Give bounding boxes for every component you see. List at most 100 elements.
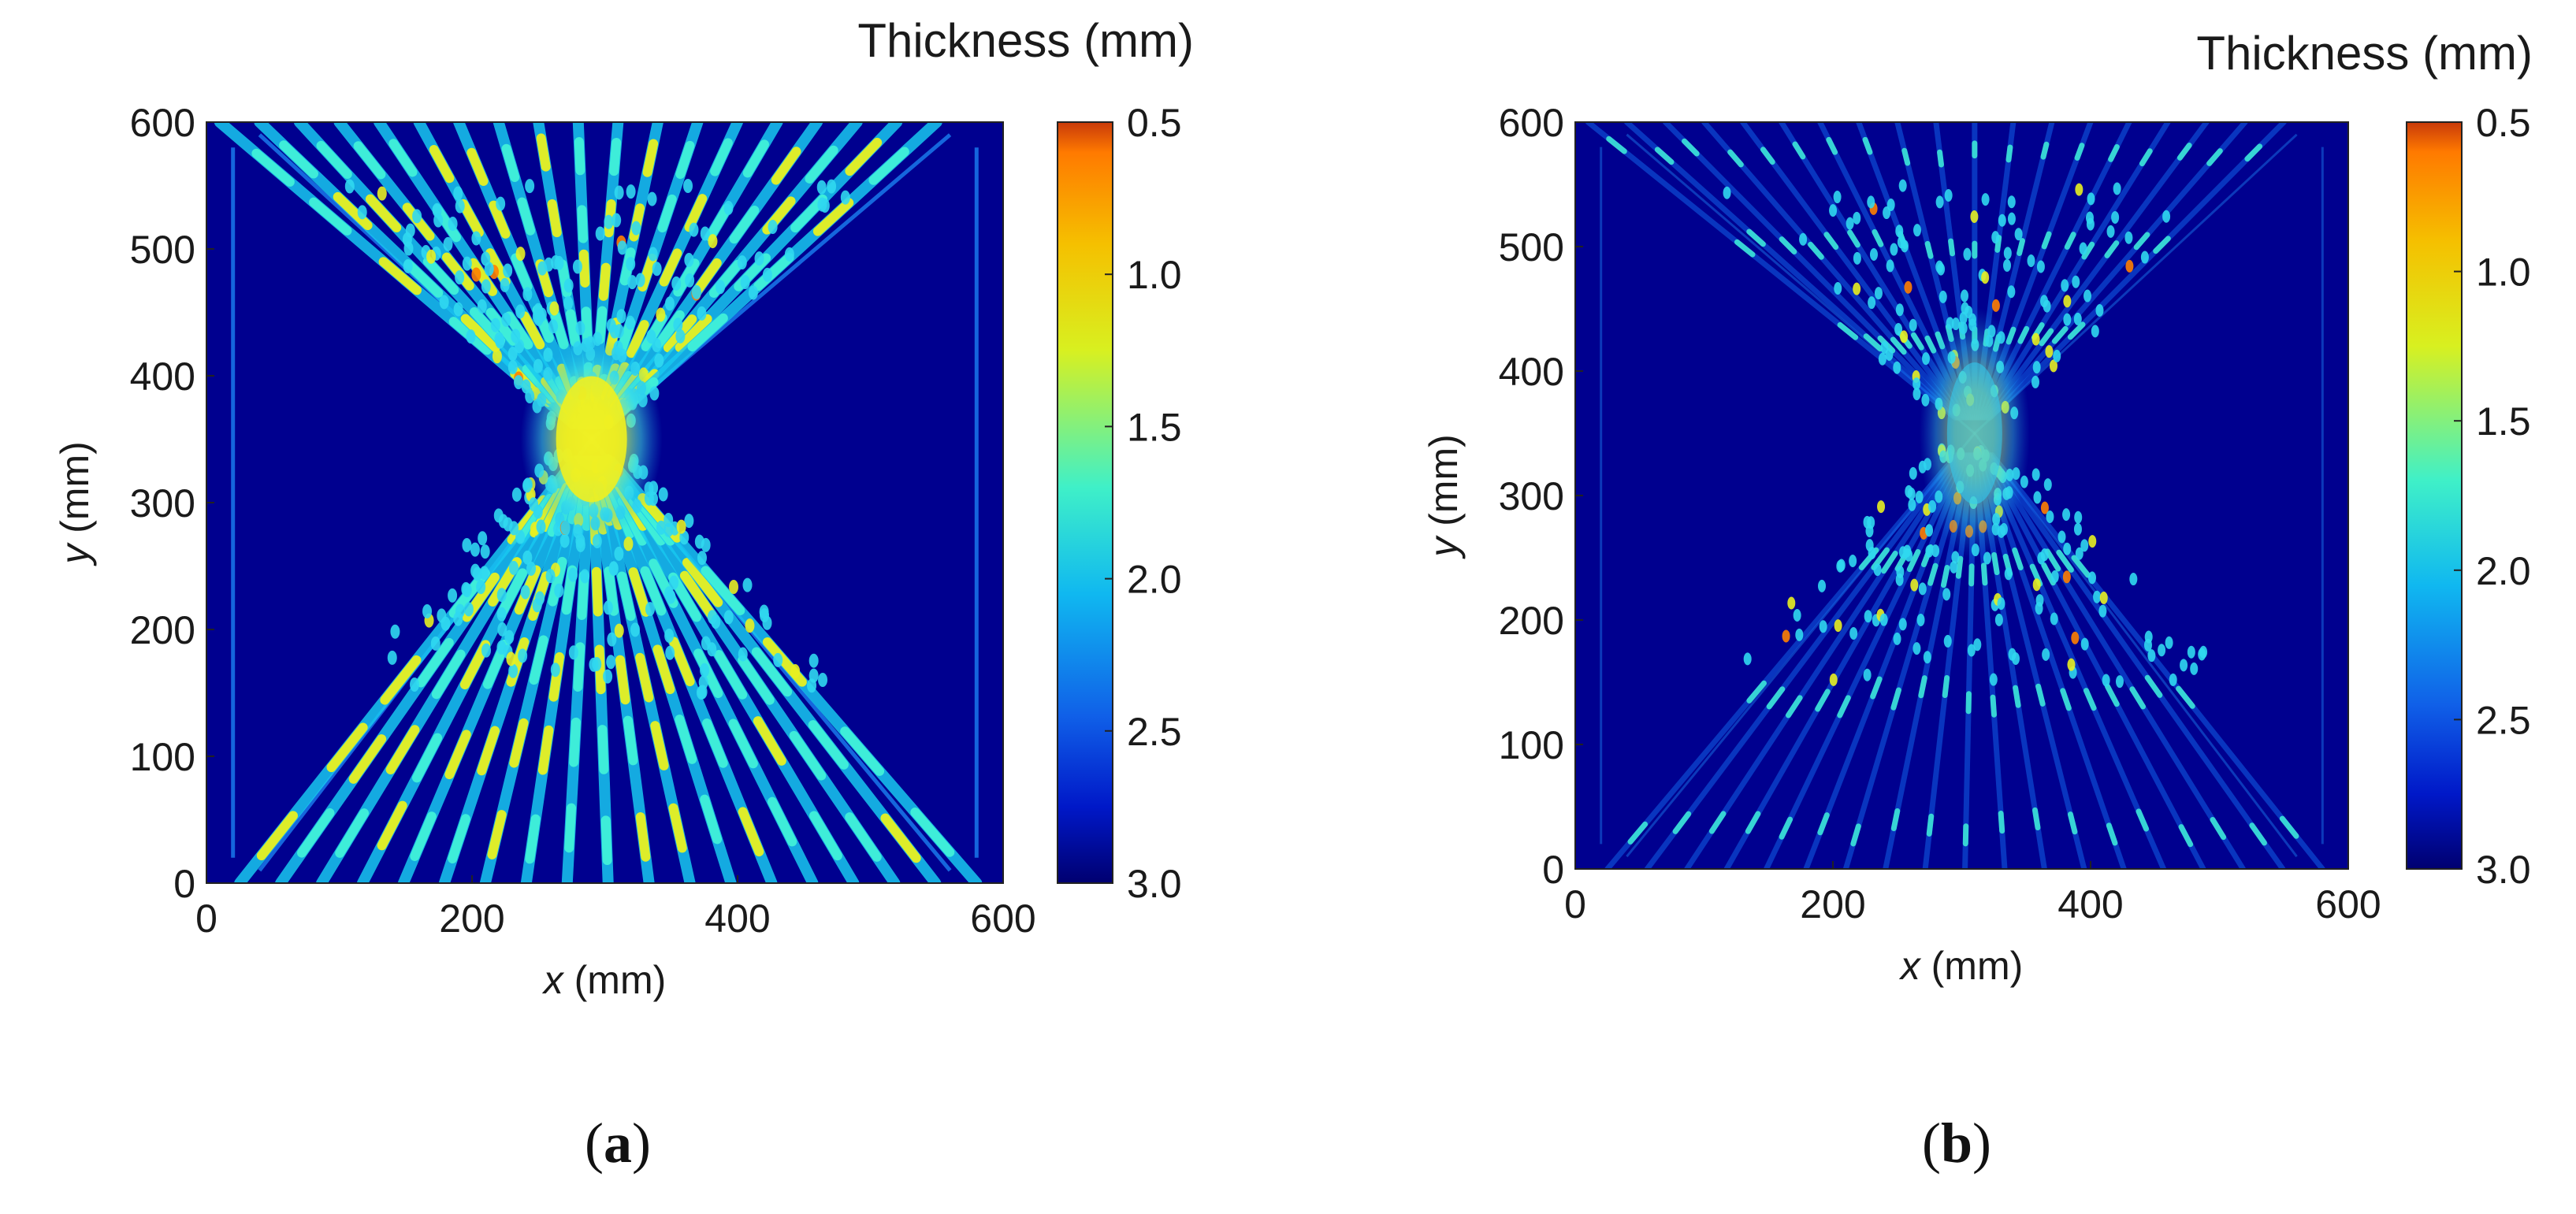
streak-highlight (771, 147, 801, 185)
thickness-dot (2072, 275, 2080, 288)
y-tick-label: 300 (130, 481, 195, 525)
streak-highlight (378, 257, 422, 295)
streak-highlight (1682, 138, 1700, 157)
streak-highlight (668, 803, 687, 853)
streak-highlight (2210, 817, 2227, 841)
thickness-dot (2032, 361, 2041, 374)
streak-highlight (485, 307, 519, 346)
streak-highlight (1850, 823, 1861, 847)
streak-highlight (485, 248, 511, 287)
thickness-dot (497, 622, 507, 637)
thickness-dot (2007, 195, 2016, 209)
colorbar (1057, 121, 1113, 884)
streak-highlight (738, 807, 764, 857)
thickness-dot (344, 179, 355, 194)
thickness-dot (2085, 211, 2094, 225)
thickness-dot (1782, 629, 1790, 643)
streak-highlight (1785, 695, 1803, 718)
thickness-dot (2032, 578, 2041, 592)
colorbar-title: Thickness (mm) (2196, 27, 2533, 80)
thickness-dot (723, 610, 734, 625)
streak-highlight (501, 143, 520, 182)
thickness-dot (2144, 630, 2153, 644)
thickness-dot (1942, 588, 1951, 601)
thickness-dot (480, 544, 490, 559)
streak-highlight (728, 718, 758, 769)
thickness-dot (550, 254, 560, 269)
streak-highlight (2133, 232, 2150, 251)
streak-highlight (751, 647, 793, 697)
streak-highlight (1862, 136, 1873, 155)
streak-highlight (1948, 238, 1956, 257)
thickness-dot (2003, 247, 2012, 260)
x-axis-unit: (mm) (1920, 944, 2024, 988)
thickness-dot (511, 487, 522, 502)
thickness-dot (2007, 212, 2016, 225)
thickness-dot (1925, 544, 1934, 558)
thickness-dot (689, 222, 699, 237)
thickness-dot (515, 529, 526, 544)
thickness-dot (440, 616, 451, 631)
thickness-dot (521, 379, 531, 394)
thickness-dot (1916, 613, 1925, 626)
streak-highlight (2071, 555, 2091, 578)
streak-highlight (675, 140, 695, 180)
thickness-dot (2165, 636, 2173, 649)
thickness-dot (472, 566, 482, 581)
thickness-dot (2043, 299, 2051, 313)
streak-highlight (805, 145, 838, 184)
thickness-dot (1743, 652, 1752, 666)
streak-highlight (256, 811, 298, 861)
streak-highlight (808, 811, 842, 861)
x-axis-unit: (mm) (563, 958, 667, 1002)
thickness-dot (1904, 280, 1912, 294)
thickness-dot (2062, 508, 2071, 522)
thickness-dot (2147, 649, 2156, 663)
streak-highlight (1863, 333, 1883, 352)
thickness-dot (603, 600, 613, 615)
streak-highlight (2106, 822, 2118, 846)
thickness-dot (664, 628, 675, 643)
thickness-dot (426, 249, 437, 264)
streak-highlight (504, 311, 533, 350)
streak-highlight (682, 558, 723, 607)
streak-highlight (635, 652, 654, 703)
streak-highlight (659, 248, 682, 287)
thickness-dot (623, 536, 634, 551)
thickness-dot (522, 287, 533, 302)
thickness-dot (548, 319, 559, 334)
thickness-dot (2004, 567, 2013, 581)
heatmap-field (214, 122, 983, 883)
streak-highlight (1980, 562, 1988, 586)
thickness-dot (2083, 289, 2092, 303)
thickness-dot (545, 569, 556, 584)
thickness-dot (2079, 242, 2087, 255)
streak-highlight (687, 313, 728, 352)
streak-highlight (2064, 232, 2076, 250)
streak-highlight (569, 717, 581, 767)
thickness-dot (478, 531, 488, 546)
x-tick-label: 400 (2057, 882, 2123, 926)
x-tick-label: 200 (439, 897, 504, 941)
streak-highlight (577, 205, 588, 243)
thickness-dot (402, 232, 412, 247)
streak-highlight (767, 796, 797, 847)
thickness-dot (357, 205, 367, 220)
thickness-dot (700, 226, 710, 241)
thickness-dot (462, 583, 472, 598)
streak-highlight (353, 141, 386, 180)
thickness-dot (820, 199, 830, 213)
thickness-dot (506, 652, 516, 666)
thickness-dot (1853, 251, 1861, 265)
streak-highlight (2244, 143, 2263, 162)
thickness-dot (645, 602, 655, 617)
streak-highlight (431, 649, 466, 700)
thickness-dot (515, 304, 526, 319)
colorbar-tick-label: 3.0 (2476, 848, 2531, 892)
streak-highlight (2051, 325, 2069, 344)
streak-highlight (296, 807, 335, 858)
thickness-dot (2063, 295, 2072, 308)
thickness-dot (455, 199, 465, 213)
streak-highlight (529, 635, 548, 685)
y-axis-label: y (mm) (1422, 434, 1466, 559)
